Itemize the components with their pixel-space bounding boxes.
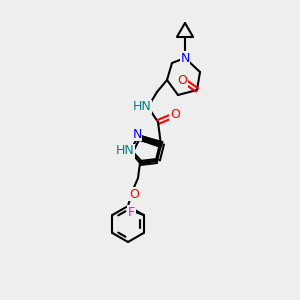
Text: HN: HN	[133, 100, 152, 113]
Text: O: O	[177, 74, 187, 86]
Text: O: O	[170, 109, 180, 122]
Text: N: N	[180, 52, 190, 64]
Text: O: O	[129, 188, 139, 200]
Text: HN: HN	[116, 145, 134, 158]
Text: N: N	[132, 128, 142, 140]
Polygon shape	[120, 125, 175, 170]
Text: F: F	[128, 206, 135, 218]
